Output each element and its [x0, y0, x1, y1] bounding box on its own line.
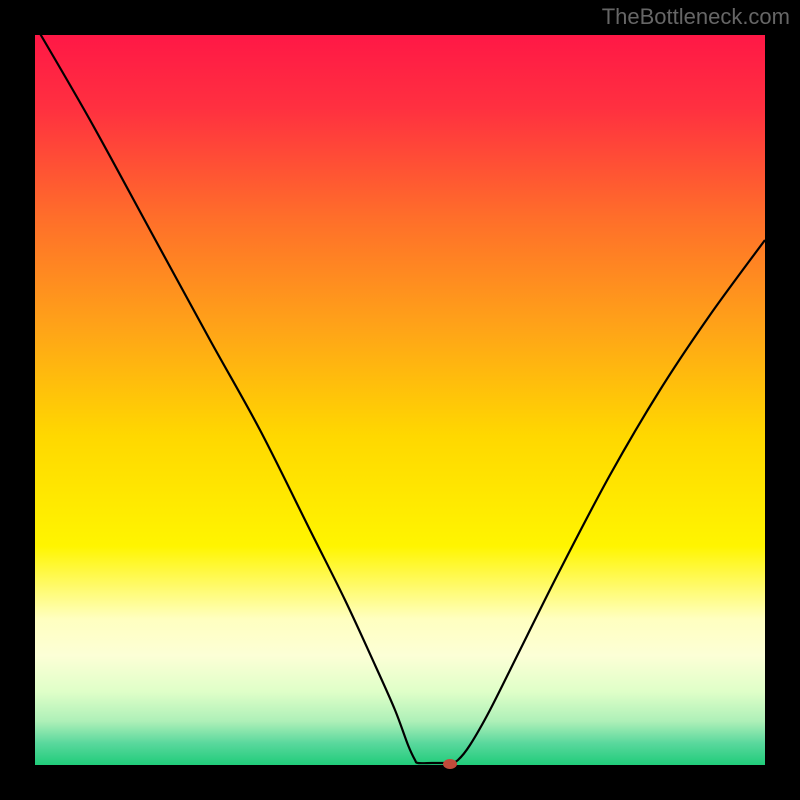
- plot-background: [35, 35, 765, 765]
- optimum-marker: [443, 759, 457, 769]
- bottleneck-chart: [0, 0, 800, 800]
- watermark: TheBottleneck.com: [602, 4, 790, 30]
- chart-container: TheBottleneck.com: [0, 0, 800, 800]
